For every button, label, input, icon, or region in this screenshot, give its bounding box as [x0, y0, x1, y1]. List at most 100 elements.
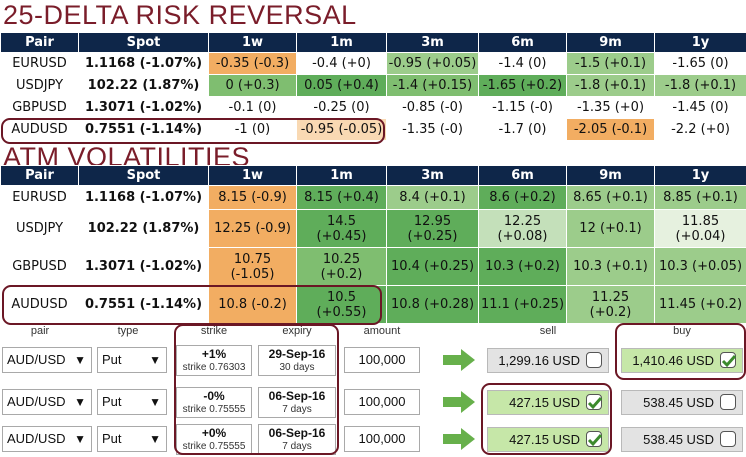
- atm-cell: 11.1 (+0.25): [478, 285, 567, 324]
- sell-checkbox[interactable]: [586, 352, 602, 368]
- atm-cell: 12.95 (+0.25): [386, 209, 479, 248]
- expiry-field[interactable]: 06-Sep-16 7 days: [258, 387, 336, 418]
- rr-spot: 1.1168 (-1.07%): [78, 52, 209, 75]
- col-head-expiry: expiry: [282, 325, 312, 337]
- rr-cell: -0.95 (+0.05): [386, 52, 479, 75]
- rr-pair: GBPUSD: [0, 96, 79, 119]
- atm-pair: GBPUSD: [0, 247, 79, 286]
- col-head-strike: strike: [200, 325, 228, 337]
- atm-cell: 12.25 (-0.9): [208, 209, 297, 248]
- expiry-date: 29-Sep-16: [268, 347, 326, 361]
- buy-price[interactable]: 538.45 USD: [621, 427, 743, 452]
- dropdown-arrow-icon: ▼: [74, 395, 86, 409]
- buy-price-value: 538.45 USD: [643, 432, 714, 447]
- atm-col-1y: 1y: [654, 165, 746, 186]
- sell-price[interactable]: 1,299.16 USD: [487, 348, 609, 373]
- rr-cell: -0.85 (-0): [386, 96, 479, 119]
- dropdown-arrow-icon: ▼: [74, 353, 86, 367]
- strike-field[interactable]: +0% strike 0.75555: [176, 424, 252, 455]
- sell-checkbox[interactable]: [586, 394, 603, 410]
- buy-price[interactable]: 1,410.46 USD: [621, 348, 743, 373]
- strike-field[interactable]: +1% strike 0.76303: [176, 345, 252, 376]
- rr-spot: 1.3071 (-1.02%): [78, 96, 209, 119]
- type-select[interactable]: Put ▼: [97, 347, 167, 373]
- pair-select[interactable]: AUD/USD ▼: [2, 347, 92, 373]
- rr-cell: -1.65 (0): [654, 52, 746, 75]
- atm-cell: 10.3 (+0.05): [654, 247, 746, 286]
- col-head-pair: pair: [30, 325, 50, 337]
- buy-checkbox[interactable]: [720, 431, 736, 447]
- sell-price-value: 427.15 USD: [509, 395, 580, 410]
- table-row: USDJPY 102.22 (1.87%) 0 (+0.3) 0.05 (+0.…: [0, 74, 746, 97]
- dropdown-arrow-icon: ▼: [149, 432, 161, 446]
- sell-checkbox[interactable]: [586, 431, 603, 447]
- atm-col-pair: Pair: [0, 165, 79, 186]
- rr-cell: -1.8 (+0.1): [566, 74, 655, 97]
- rr-col-3m: 3m: [386, 32, 479, 53]
- buy-price[interactable]: 538.45 USD: [621, 390, 743, 415]
- rr-cell: -1.5 (+0.1): [566, 52, 655, 75]
- rr-spot: 102.22 (1.87%): [78, 74, 209, 97]
- rr-cell: -0.95 (-0.05): [296, 118, 387, 141]
- table-row: GBPUSD 1.3071 (-1.02%) -0.1 (0) -0.25 (0…: [0, 96, 746, 119]
- sell-price[interactable]: 427.15 USD: [487, 427, 609, 452]
- atm-col-1m: 1m: [296, 165, 387, 186]
- dropdown-arrow-icon: ▼: [149, 395, 161, 409]
- amount-input[interactable]: 100,000: [344, 389, 420, 415]
- strike-field[interactable]: -0% strike 0.75555: [176, 387, 252, 418]
- pair-select[interactable]: AUD/USD ▼: [2, 426, 92, 452]
- atm-cell: 12 (+0.1): [566, 209, 655, 248]
- type-select[interactable]: Put ▼: [97, 389, 167, 415]
- rr-cell: -1.45 (0): [654, 96, 746, 119]
- atm-col-9m: 9m: [566, 165, 655, 186]
- rr-pair: USDJPY: [0, 74, 79, 97]
- atm-cell: 14.5 (+0.45): [296, 209, 387, 248]
- rr-cell: -0.25 (0): [296, 96, 387, 119]
- expiry-days: 7 days: [282, 404, 312, 415]
- order-row: AUD/USD ▼ Put ▼ +1% strike 0.76303 29-Sep-1…: [0, 343, 746, 377]
- table-row: EURUSD 1.1168 (-1.07%) -0.35 (-0.3) -0.4…: [0, 52, 746, 75]
- buy-price-value: 1,410.46 USD: [632, 353, 714, 368]
- atm-cell: 8.15 (+0.4): [296, 185, 387, 210]
- rr-cell: -1.35 (+0): [566, 96, 655, 119]
- atm-cell: 11.25 (+0.2): [566, 285, 655, 324]
- atm-cell: 11.85 (+0.04): [654, 209, 746, 248]
- atm-col-1w: 1w: [208, 165, 297, 186]
- atm-cell: 10.4 (+0.25): [386, 247, 479, 286]
- buy-checkbox[interactable]: [720, 352, 737, 368]
- atm-spot: 0.7551 (-1.14%): [78, 285, 209, 324]
- rr-spot: 0.7551 (-1.14%): [78, 118, 209, 141]
- atm-cell: 10.8 (-0.2): [208, 285, 297, 324]
- col-head-type: type: [117, 325, 139, 337]
- pair-select-value: AUD/USD: [7, 352, 66, 367]
- col-head-buy: buy: [673, 325, 691, 337]
- atm-col-3m: 3m: [386, 165, 479, 186]
- rr-header-row: Pair Spot 1w 1m 3m 6m 9m 1y: [0, 32, 746, 53]
- atm-cell: 10.3 (+0.1): [566, 247, 655, 286]
- expiry-days: 30 days: [279, 362, 315, 373]
- buy-checkbox[interactable]: [720, 394, 736, 410]
- rr-cell: -1 (0): [208, 118, 297, 141]
- amount-input[interactable]: 100,000: [344, 347, 420, 373]
- atm-cell: 10.25 (+0.2): [296, 247, 387, 286]
- atm-cell: 11.45 (+0.2): [654, 285, 746, 324]
- pair-select[interactable]: AUD/USD ▼: [2, 389, 92, 415]
- type-select[interactable]: Put ▼: [97, 426, 167, 452]
- table-row: EURUSD 1.1168 (-1.07%) 8.15 (-0.9) 8.15 …: [0, 185, 746, 210]
- sell-price[interactable]: 427.15 USD: [487, 390, 609, 415]
- order-row: AUD/USD ▼ Put ▼ +0% strike 0.75555 06-Sep-1…: [0, 422, 746, 456]
- expiry-field[interactable]: 29-Sep-16 30 days: [258, 345, 336, 376]
- type-select-value: Put: [102, 431, 122, 446]
- rr-col-1m: 1m: [296, 32, 387, 53]
- amount-input[interactable]: 100,000: [344, 426, 420, 452]
- atm-cell: 8.65 (+0.1): [566, 185, 655, 210]
- rr-cell: -1.35 (-0): [386, 118, 479, 141]
- table-row: USDJPY 102.22 (1.87%) 12.25 (-0.9) 14.5 …: [0, 209, 746, 248]
- atm-volatilities-table: Pair Spot 1w 1m 3m 6m 9m 1y EURUSD 1.116…: [0, 165, 746, 324]
- rr-col-pair: Pair: [0, 32, 79, 53]
- type-select-value: Put: [102, 352, 122, 367]
- rr-cell: -0.4 (+0): [296, 52, 387, 75]
- rr-pair: EURUSD: [0, 52, 79, 75]
- expiry-field[interactable]: 06-Sep-16 7 days: [258, 424, 336, 455]
- atm-cell: 10.3 (+0.2): [478, 247, 567, 286]
